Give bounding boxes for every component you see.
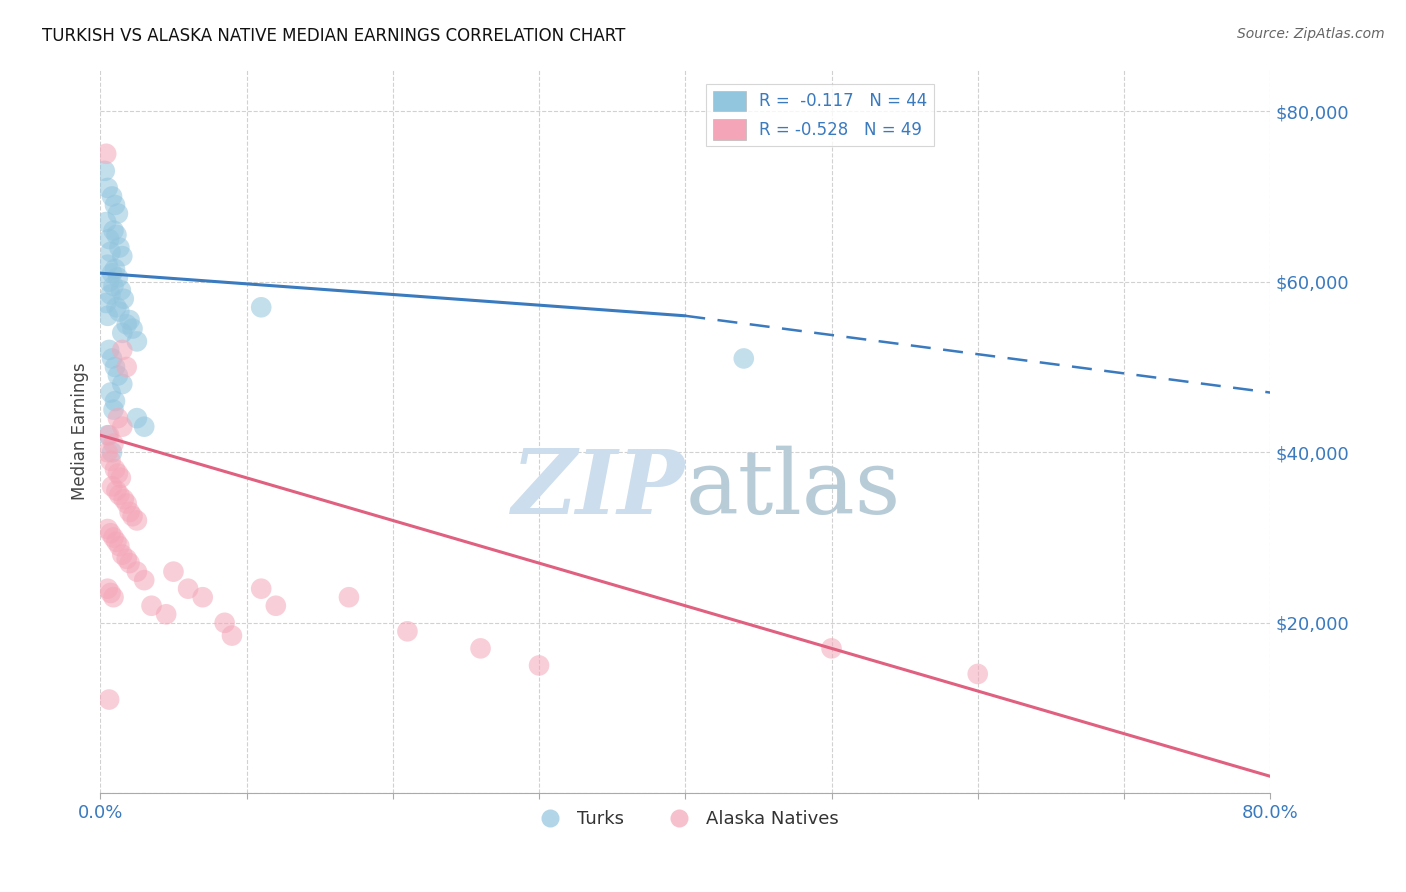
Point <box>100 287 122 301</box>
Point <box>108 539 131 553</box>
Point <box>125 565 148 579</box>
Point <box>107 411 129 425</box>
Point <box>101 445 124 459</box>
Point <box>104 198 127 212</box>
Point <box>111 343 134 357</box>
Point <box>105 227 128 242</box>
Point <box>96 296 118 310</box>
Point <box>103 436 125 450</box>
Point <box>100 244 122 259</box>
Point <box>103 223 125 237</box>
Point <box>93 164 115 178</box>
Point <box>112 292 135 306</box>
Point <box>250 582 273 596</box>
Point <box>96 146 118 161</box>
Point <box>98 692 121 706</box>
Point <box>250 300 273 314</box>
Point <box>107 368 129 383</box>
Y-axis label: Median Earnings: Median Earnings <box>72 362 89 500</box>
Point <box>103 279 125 293</box>
Point <box>966 667 988 681</box>
Point <box>98 232 121 246</box>
Point <box>115 359 138 374</box>
Point <box>97 258 120 272</box>
Point <box>396 624 419 639</box>
Point <box>96 215 118 229</box>
Point <box>470 641 492 656</box>
Legend: Turks, Alaska Natives: Turks, Alaska Natives <box>524 803 845 835</box>
Point <box>97 181 120 195</box>
Point <box>112 492 135 507</box>
Point <box>97 309 120 323</box>
Point <box>104 359 127 374</box>
Point <box>111 249 134 263</box>
Point <box>101 266 124 280</box>
Point <box>97 582 120 596</box>
Point <box>125 513 148 527</box>
Point <box>98 428 121 442</box>
Point <box>100 586 122 600</box>
Point <box>97 522 120 536</box>
Point <box>121 321 143 335</box>
Point <box>100 385 122 400</box>
Point <box>121 509 143 524</box>
Point <box>97 428 120 442</box>
Point <box>103 402 125 417</box>
Point <box>111 419 134 434</box>
Point <box>103 591 125 605</box>
Point <box>98 275 121 289</box>
Point <box>100 454 122 468</box>
Point <box>141 599 163 613</box>
Point <box>103 531 125 545</box>
Point <box>110 471 132 485</box>
Point <box>101 351 124 366</box>
Text: Source: ZipAtlas.com: Source: ZipAtlas.com <box>1237 27 1385 41</box>
Point <box>101 189 124 203</box>
Point <box>134 573 156 587</box>
Point <box>527 658 550 673</box>
Point <box>118 556 141 570</box>
Point <box>110 283 132 297</box>
Point <box>105 534 128 549</box>
Text: ZIP: ZIP <box>512 446 685 533</box>
Point <box>111 326 134 340</box>
Point <box>214 615 236 630</box>
Point <box>820 641 842 656</box>
Point <box>105 483 128 498</box>
Point <box>104 394 127 409</box>
Point <box>108 488 131 502</box>
Point <box>111 548 134 562</box>
Point <box>115 496 138 510</box>
Point <box>221 629 243 643</box>
Point <box>337 591 360 605</box>
Point <box>97 445 120 459</box>
Point <box>115 552 138 566</box>
Text: TURKISH VS ALASKA NATIVE MEDIAN EARNINGS CORRELATION CHART: TURKISH VS ALASKA NATIVE MEDIAN EARNINGS… <box>42 27 626 45</box>
Point <box>111 377 134 392</box>
Point <box>125 334 148 349</box>
Point <box>118 505 141 519</box>
Point <box>107 270 129 285</box>
Point <box>125 411 148 425</box>
Point <box>155 607 177 622</box>
Point <box>191 591 214 605</box>
Point <box>162 565 184 579</box>
Text: atlas: atlas <box>685 445 900 533</box>
Point <box>177 582 200 596</box>
Point <box>98 343 121 357</box>
Point <box>104 261 127 276</box>
Point <box>733 351 755 366</box>
Point <box>108 241 131 255</box>
Point <box>101 479 124 493</box>
Point <box>107 467 129 481</box>
Point <box>104 462 127 476</box>
Point <box>100 526 122 541</box>
Point <box>105 300 128 314</box>
Point <box>134 419 156 434</box>
Point <box>115 318 138 332</box>
Point <box>264 599 287 613</box>
Point <box>107 206 129 220</box>
Point <box>118 313 141 327</box>
Point <box>108 304 131 318</box>
